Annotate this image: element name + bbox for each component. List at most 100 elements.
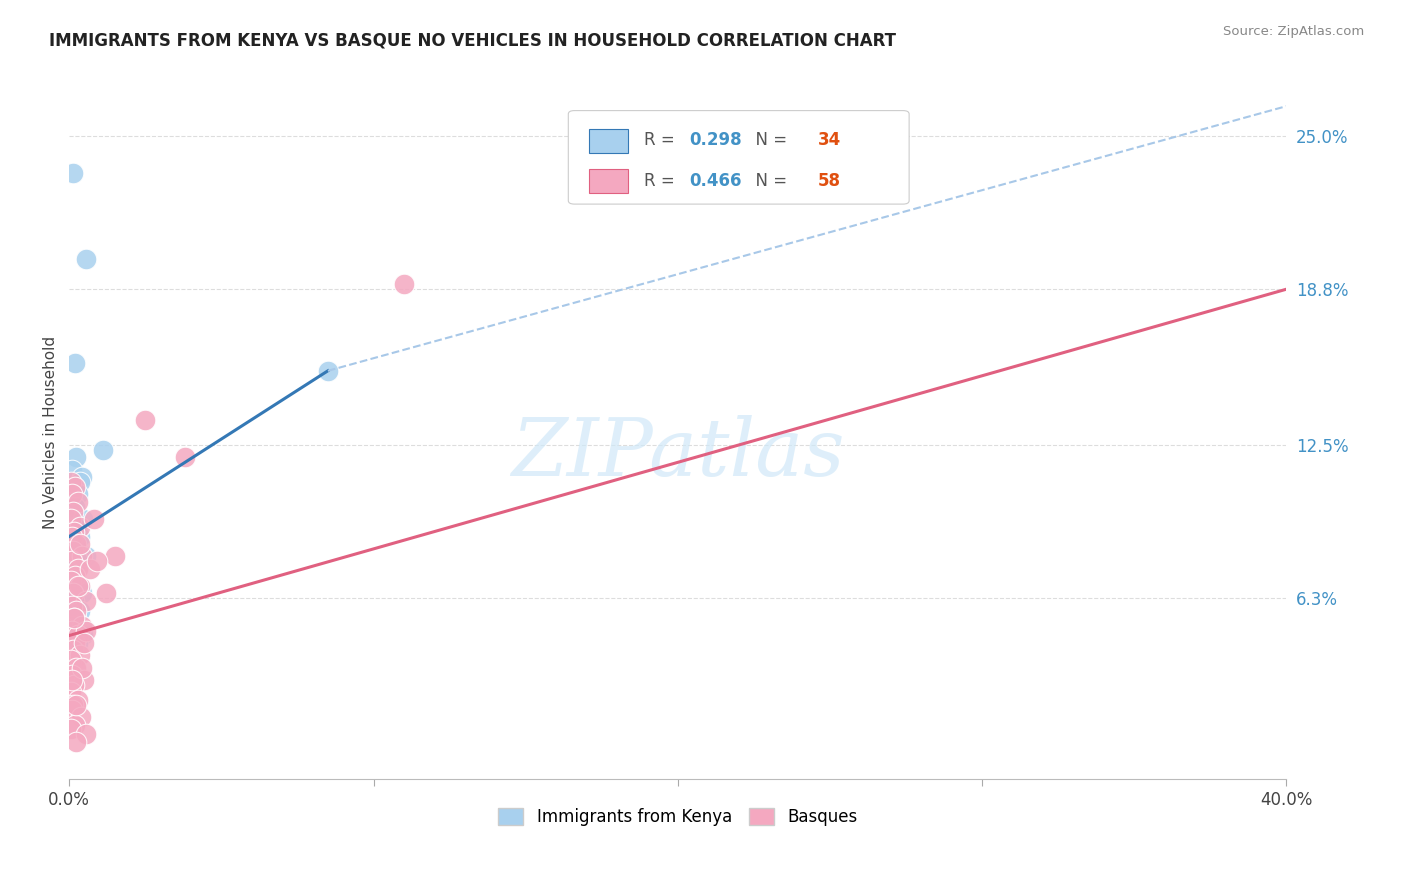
Point [60, 505, 83, 519]
Point [60, 463, 83, 477]
Point [60, 524, 83, 539]
Point [59, 723, 82, 737]
Point [75, 252, 97, 267]
Point [60, 544, 83, 558]
Point [75, 727, 97, 741]
Point [72, 512, 94, 526]
Point [63, 636, 86, 650]
Point [65, 611, 87, 625]
Point [70, 618, 93, 632]
Point [62, 611, 84, 625]
Point [70, 549, 93, 564]
FancyBboxPatch shape [589, 169, 628, 193]
Point [66, 628, 89, 642]
Point [60, 703, 83, 717]
Point [83, 512, 105, 526]
Point [69, 604, 91, 618]
Point [62, 166, 84, 180]
Point [66, 636, 89, 650]
Point [62, 643, 84, 657]
Point [62, 569, 84, 583]
Point [134, 413, 156, 427]
Point [69, 710, 91, 724]
Point [70, 470, 93, 484]
Point [63, 356, 86, 370]
Point [62, 698, 84, 712]
Point [66, 692, 89, 706]
Point [73, 673, 96, 687]
Point [60, 624, 83, 638]
Point [70, 660, 93, 674]
FancyBboxPatch shape [568, 111, 910, 204]
Point [66, 579, 89, 593]
Point [65, 735, 87, 749]
Point [91, 442, 114, 457]
Point [66, 541, 89, 556]
Point [65, 604, 87, 618]
Point [66, 495, 89, 509]
Point [63, 500, 86, 514]
Point [60, 673, 83, 687]
Point [316, 364, 339, 378]
Point [79, 562, 101, 576]
Point [69, 529, 91, 543]
Point [75, 624, 97, 638]
Point [173, 450, 195, 465]
Text: N =: N = [745, 171, 792, 189]
Text: R =: R = [644, 171, 679, 189]
Text: 34: 34 [818, 131, 841, 149]
Text: 58: 58 [818, 171, 841, 189]
FancyBboxPatch shape [589, 129, 628, 153]
Legend: Immigrants from Kenya, Basques: Immigrants from Kenya, Basques [492, 801, 863, 833]
Point [65, 450, 87, 465]
Text: R =: R = [644, 131, 679, 149]
Point [62, 524, 84, 539]
Text: ZIPatlas: ZIPatlas [512, 415, 845, 492]
Y-axis label: No Vehicles in Household: No Vehicles in Household [44, 336, 58, 529]
Text: 0.466: 0.466 [689, 171, 741, 189]
Point [60, 574, 83, 588]
Point [60, 529, 83, 543]
Point [62, 537, 84, 551]
Point [66, 487, 89, 501]
Point [86, 554, 108, 568]
Text: IMMIGRANTS FROM KENYA VS BASQUE NO VEHICLES IN HOUSEHOLD CORRELATION CHART: IMMIGRANTS FROM KENYA VS BASQUE NO VEHIC… [49, 31, 896, 49]
Point [69, 648, 91, 663]
Point [62, 594, 84, 608]
Point [63, 562, 86, 576]
Point [63, 569, 86, 583]
Point [72, 628, 94, 642]
Point [60, 668, 83, 682]
Point [63, 717, 86, 731]
Point [62, 480, 84, 494]
Point [65, 537, 87, 551]
Text: 0.298: 0.298 [689, 131, 741, 149]
Point [67, 554, 90, 568]
Point [66, 562, 89, 576]
Point [94, 586, 117, 600]
Point [59, 475, 82, 489]
Point [69, 579, 91, 593]
Point [62, 505, 84, 519]
Point [70, 586, 93, 600]
Point [65, 519, 87, 533]
Point [62, 544, 84, 558]
Point [59, 685, 82, 699]
Point [66, 579, 89, 593]
Point [69, 475, 91, 489]
Point [73, 636, 96, 650]
Point [63, 480, 86, 494]
Point [69, 519, 91, 533]
Text: Source: ZipAtlas.com: Source: ZipAtlas.com [1223, 25, 1364, 38]
Point [65, 698, 87, 712]
Point [60, 487, 83, 501]
Point [69, 537, 91, 551]
Point [75, 594, 97, 608]
Text: N =: N = [745, 131, 792, 149]
Point [63, 618, 86, 632]
Point [60, 537, 83, 551]
Point [60, 599, 83, 613]
Point [59, 512, 82, 526]
Point [392, 277, 415, 292]
Point [62, 678, 84, 692]
